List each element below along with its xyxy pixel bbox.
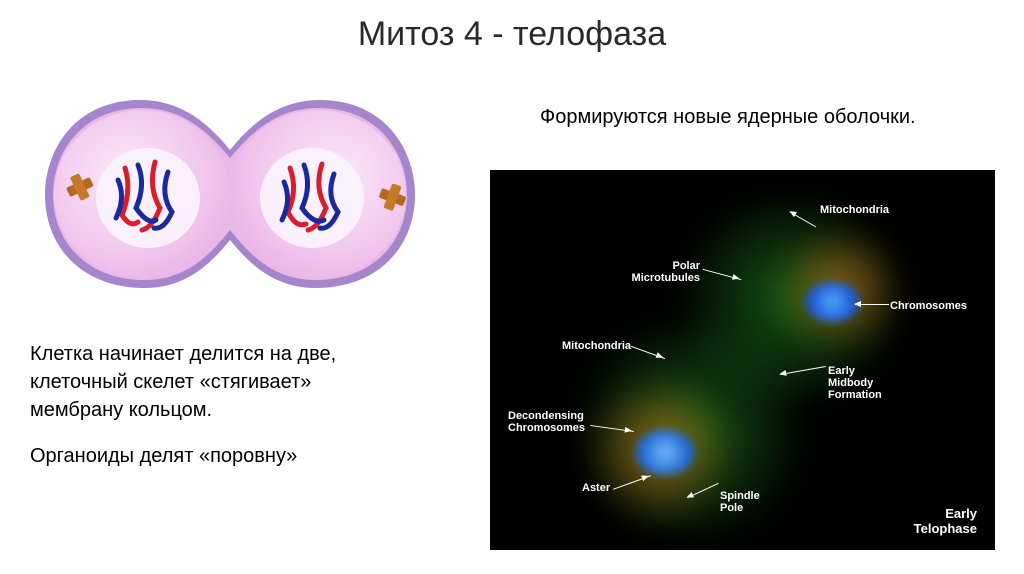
label-line: Early [828,365,855,377]
label-line: Telophase [914,521,977,536]
caption-envelopes: Формируются новые ядерные оболочки. [540,106,916,129]
label-line: Chromosomes [508,422,585,434]
microscopy-image: Mitochondria Polar Microtubules Chromoso… [490,170,995,550]
micro-label-polar: Polar Microtubules [620,260,700,284]
label-line: Early [945,506,977,521]
nucleus-spot [805,282,860,322]
caption-line: мембрану кольцом. [30,399,212,421]
label-line: Polar [672,260,700,272]
micro-label-mitochondria-left: Mitochondria [562,340,631,352]
label-line: Pole [720,502,743,514]
label-line: Spindle [720,490,760,502]
caption-line: Органоиды делят «поровну» [30,442,336,470]
arrow-icon [855,304,889,305]
micro-label-decondensing: Decondensing Chromosomes [508,410,585,434]
label-line: Decondensing [508,410,584,422]
caption-line: клеточный скелет «стягивает» [30,371,311,393]
page-title: Митоз 4 - телофаза [0,15,1024,54]
caption-division: Клетка начинает делится на две, клеточны… [30,340,336,488]
label-line: Midbody [828,377,873,389]
caption-line: Клетка начинает делится на две, [30,343,336,365]
micro-label-midbody: Early Midbody Formation [828,365,882,401]
nucleus-spot [635,430,695,475]
micro-label-mitochondria-top: Mitochondria [820,204,889,216]
label-line: Formation [828,389,882,401]
micro-corner-label: Early Telophase [914,506,977,536]
micro-label-aster: Aster [582,482,610,494]
label-line: Microtubules [632,272,700,284]
cell-diagram [30,80,430,310]
micro-label-spindle: Spindle Pole [720,490,760,514]
micro-label-chromosomes: Chromosomes [890,300,967,312]
